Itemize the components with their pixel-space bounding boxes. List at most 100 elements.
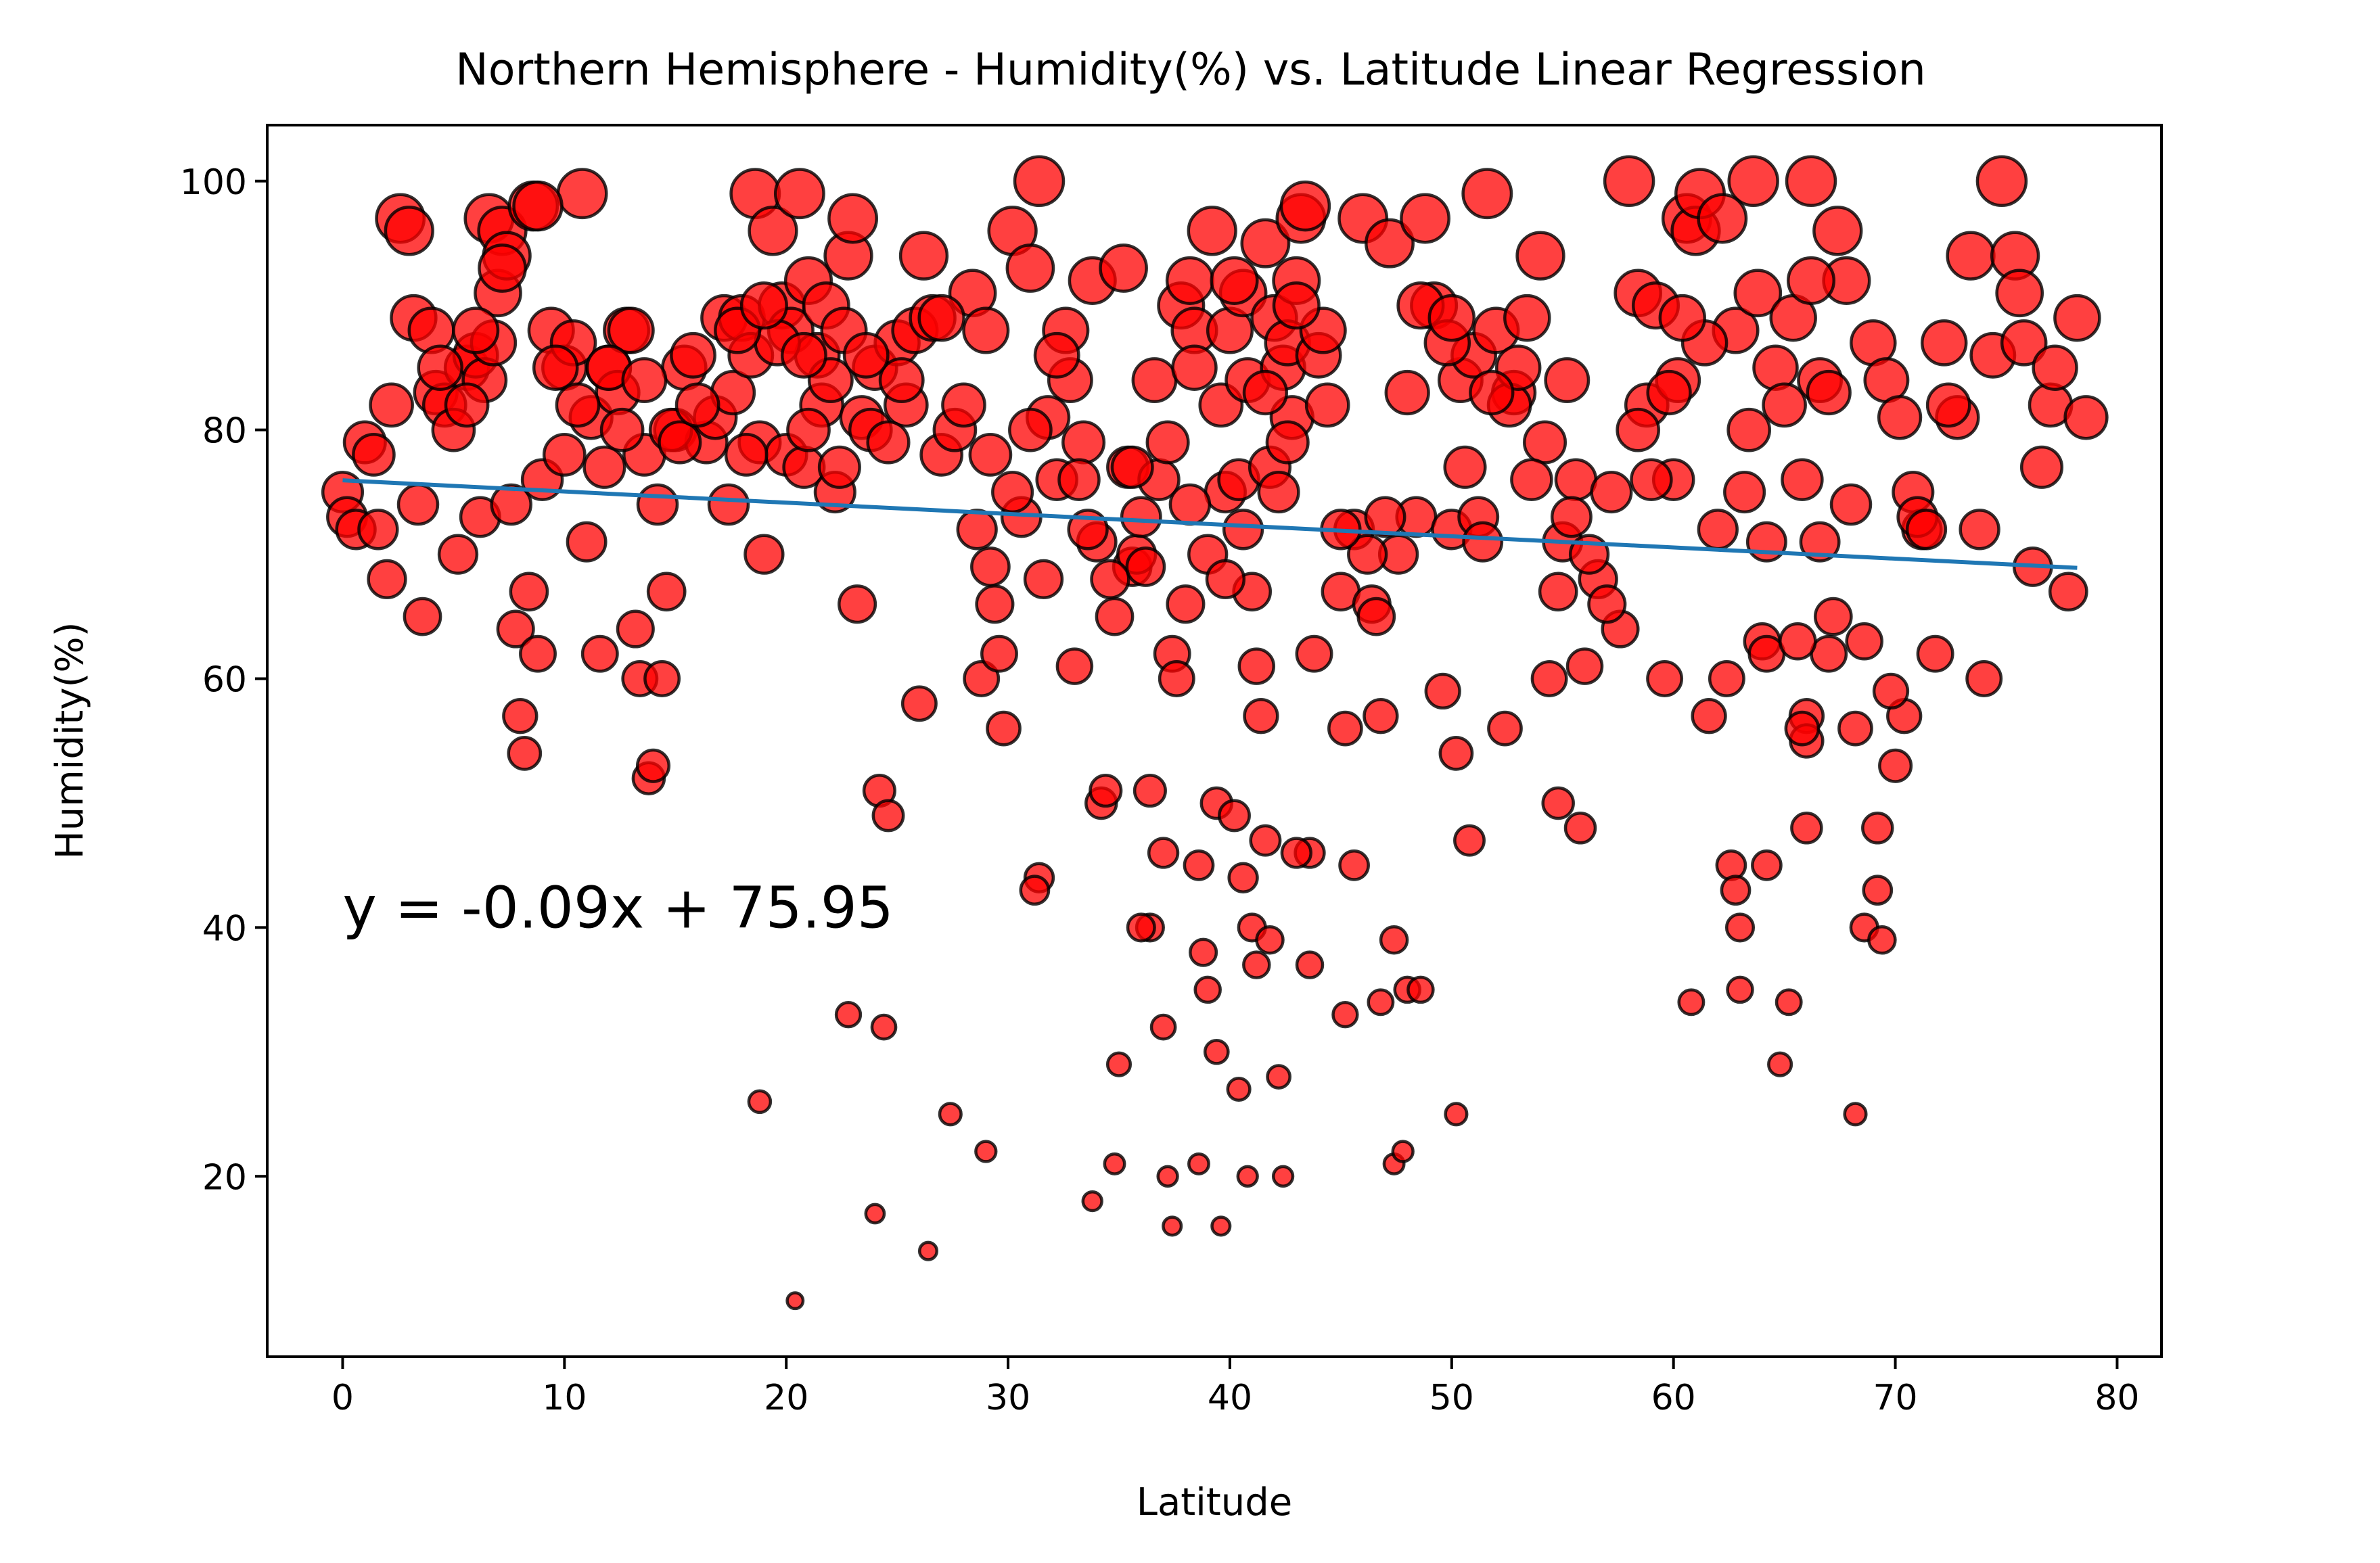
data-point xyxy=(1541,786,1575,820)
data-point xyxy=(724,433,769,477)
data-point xyxy=(1726,407,1772,452)
y-axis-ticks: 20 40 60 80 100 xyxy=(180,162,267,1198)
data-point xyxy=(1242,950,1271,979)
data-point xyxy=(444,382,490,428)
data-point xyxy=(1424,672,1461,710)
data-point xyxy=(1877,395,1923,440)
data-point xyxy=(974,1140,998,1163)
data-point xyxy=(842,331,890,379)
data-point xyxy=(496,609,535,649)
data-point xyxy=(1008,407,1053,452)
data-point xyxy=(917,1240,939,1261)
data-point xyxy=(838,584,877,624)
data-point xyxy=(2053,294,2101,342)
data-point xyxy=(1089,774,1123,808)
x-tick-label: 60 xyxy=(1651,1378,1696,1418)
data-point xyxy=(2019,445,2064,489)
data-point xyxy=(490,483,532,526)
data-point xyxy=(1715,849,1747,881)
data-point xyxy=(1733,269,1783,318)
data-point xyxy=(1916,634,1954,673)
data-point xyxy=(1145,420,1190,465)
x-tick-label: 40 xyxy=(1208,1378,1252,1418)
data-point xyxy=(1920,319,1968,367)
data-point xyxy=(2032,344,2078,391)
data-point xyxy=(1443,445,1487,489)
data-point xyxy=(785,1291,805,1311)
regression-layer xyxy=(342,478,2078,570)
data-point xyxy=(1132,774,1167,808)
data-point xyxy=(1356,597,1396,636)
data-point xyxy=(1406,975,1435,1004)
x-axis-label: Latitude xyxy=(1137,1480,1292,1524)
data-point xyxy=(1843,1102,1868,1127)
data-point xyxy=(1158,660,1195,697)
data-point xyxy=(621,357,668,404)
data-point xyxy=(1503,294,1551,342)
data-point xyxy=(1193,975,1222,1004)
data-point xyxy=(1779,622,1817,661)
data-point xyxy=(1149,1013,1177,1041)
data-point xyxy=(646,571,687,612)
data-point xyxy=(1946,231,1996,281)
data-point xyxy=(1861,812,1894,845)
data-point xyxy=(1384,369,1430,416)
data-point xyxy=(1745,521,1787,563)
data-point xyxy=(1646,660,1684,697)
data-point xyxy=(1203,1038,1230,1065)
data-point xyxy=(1272,281,1321,330)
data-point xyxy=(2048,571,2088,612)
data-point xyxy=(357,509,399,551)
data-point xyxy=(566,521,608,563)
data-point xyxy=(1538,571,1578,612)
data-point xyxy=(1105,1051,1132,1077)
plot-frame xyxy=(266,124,2163,1358)
x-tick-label: 0 xyxy=(331,1378,354,1418)
data-point xyxy=(1280,837,1312,869)
data-point xyxy=(1165,256,1214,305)
data-point xyxy=(1156,1165,1179,1188)
data-point xyxy=(1090,559,1130,600)
data-point xyxy=(1726,975,1754,1004)
data-point xyxy=(1338,849,1370,881)
data-point xyxy=(1391,1140,1415,1163)
data-point xyxy=(1905,509,1948,551)
data-point xyxy=(1427,294,1476,342)
data-point xyxy=(1099,243,1148,293)
data-point xyxy=(403,597,442,636)
data-point xyxy=(670,331,716,379)
data-point xyxy=(1095,597,1135,636)
data-point xyxy=(1171,344,1218,391)
data-point xyxy=(1189,937,1218,967)
y-tick-label: 60 xyxy=(202,660,247,701)
data-point xyxy=(748,206,798,256)
data-point xyxy=(1925,382,1971,428)
y-tick-label: 40 xyxy=(202,908,247,949)
x-axis-ticks: 0 10 20 30 40 50 60 70 80 xyxy=(331,1357,2140,1418)
data-point xyxy=(871,799,905,833)
data-point xyxy=(1295,950,1325,979)
data-point xyxy=(1226,1076,1252,1102)
data-point xyxy=(1752,344,1799,391)
data-point xyxy=(1120,496,1162,538)
data-point xyxy=(986,710,1022,747)
data-point xyxy=(2063,395,2109,440)
data-point xyxy=(1867,925,1897,955)
data-point xyxy=(1327,710,1363,747)
data-point xyxy=(417,344,463,391)
data-point xyxy=(1013,155,1066,208)
data-point xyxy=(1125,546,1166,587)
data-point xyxy=(1646,369,1692,416)
data-point xyxy=(1168,483,1212,526)
data-point xyxy=(1147,837,1180,869)
data-point xyxy=(1210,256,1259,305)
data-point xyxy=(367,559,407,600)
data-point xyxy=(582,445,626,489)
data-point xyxy=(1563,812,1597,845)
data-point xyxy=(1257,471,1300,514)
data-point xyxy=(1379,925,1409,955)
chart-title: Northern Hemisphere - Humidity(%) vs. La… xyxy=(455,45,1926,95)
data-point xyxy=(1365,218,1415,269)
data-point xyxy=(1510,458,1553,501)
data-point xyxy=(968,433,1013,477)
